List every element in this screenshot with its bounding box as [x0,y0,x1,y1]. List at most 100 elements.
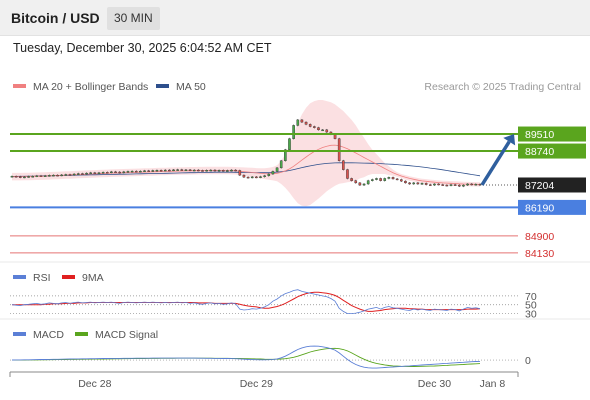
candle-body [470,183,474,186]
macd-signal-legend-label: MACD Signal [95,329,158,341]
candle-body [68,174,72,176]
legend-label-1: MA 50 [176,81,206,93]
rsi-line [11,289,481,315]
candle-body [242,174,246,178]
candle-body [416,182,420,185]
candle-body [453,184,457,186]
instrument-title: Bitcoin / USD [11,10,100,26]
rsi-level-label-2: 30 [525,309,537,321]
candle-body [275,167,279,172]
candle-body [325,129,329,133]
candle-body [126,171,130,173]
candle-body [134,170,138,173]
candle-body [163,169,167,172]
candle-body [445,184,449,187]
candle-body [362,183,366,186]
candle-body [342,160,345,170]
last-price-tag [518,177,586,193]
candle-body [238,170,242,176]
candle-body [296,119,300,126]
candle-body [433,183,436,186]
candle-body [358,182,362,186]
candle-body [130,170,134,173]
x-tick-label-0: Dec 28 [78,378,111,390]
candle-body [139,170,142,173]
level-label-4: 84130 [525,248,554,260]
candle-body [27,176,30,178]
candle-body [60,174,63,177]
macd-signal-line [12,347,481,367]
candle-body [168,169,171,172]
candle-body [354,180,358,184]
candle-body [250,176,254,179]
level-label-2: 86190 [525,202,554,214]
candle-body [43,175,47,177]
chart-header: Bitcoin / USD 30 MIN [0,0,590,36]
candle-body [288,138,291,150]
macd-zero-label: 0 [525,355,531,367]
candle-body [151,170,155,172]
candle-body [221,170,225,172]
candle-body [395,178,399,181]
forecast-arrow-head [503,134,516,146]
candle-body [188,169,192,172]
candle-body [35,175,39,177]
candle-body [47,175,51,177]
candle-body [259,176,262,178]
candle-body [441,184,445,186]
candle-body [350,178,353,181]
candle-body [39,175,43,177]
legend-label-0: MA 20 + Bollinger Bands [33,81,148,93]
candle-body [337,138,341,161]
candle-body [172,169,175,172]
candle-body [371,179,374,181]
candle-body [271,171,275,175]
candle-body [391,177,395,180]
candle-body [255,176,258,179]
rsi-legend-label: RSI [33,272,51,284]
level-tag-2 [518,199,586,215]
candle-body [85,172,88,175]
candle-body [56,174,59,177]
candle-body [10,176,14,178]
timestamp: Tuesday, December 30, 2025 6:04:52 AM CE… [13,41,272,55]
candle-body [346,169,349,179]
level-label-0: 89510 [525,129,554,141]
candle-body [213,169,217,172]
candle-body [180,169,184,171]
level-label-3: 84900 [525,231,554,243]
rsi-level-label-1: 50 [525,300,537,312]
candle-body [201,170,204,172]
candle-body [184,169,188,172]
last-price-label: 87204 [525,180,554,192]
candle-body [466,183,469,186]
candle-body [449,184,453,186]
candle-body [76,173,80,175]
candle-body [462,184,465,187]
candle-body [400,179,403,182]
candle-body [226,170,229,172]
candle-body [31,176,35,178]
legend-swatch-1 [156,84,169,88]
level-tag-0 [518,126,586,142]
candle-body [437,183,440,186]
candle-body [205,170,208,172]
bollinger-band [12,100,480,207]
candle-body [424,183,428,185]
level-label-1: 88740 [525,146,554,158]
candle-body [14,176,18,178]
candle-body [429,184,432,186]
rsi-ma-line [12,291,481,312]
candle-body [209,169,213,172]
candle-body [81,173,84,175]
research-credit: Research © 2025 Trading Central [424,81,581,93]
timeframe-button[interactable]: 30 MIN [107,7,160,30]
candle-body [263,175,266,177]
candle-body [404,180,407,184]
candle-body [300,119,304,123]
candle-body [23,176,26,179]
x-tick-label-3: Jan 8 [480,378,506,390]
candle-body [308,124,312,127]
candle-body [420,183,424,185]
